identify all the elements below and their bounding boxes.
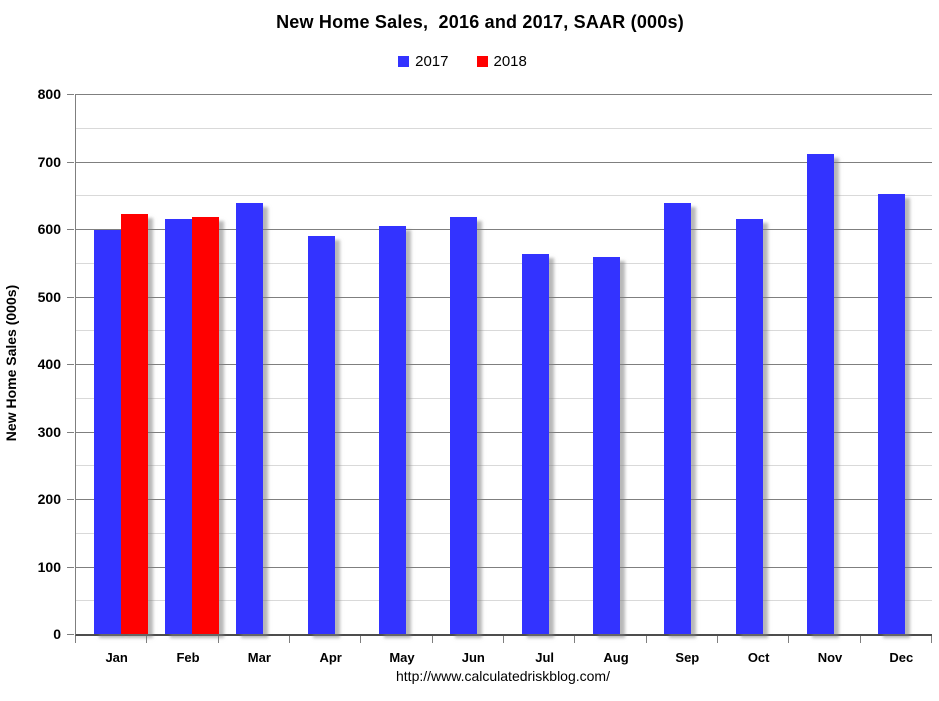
x-category-label-nov: Nov [817,650,843,665]
bar-2017-apr [307,235,335,634]
x-tick-mark-2 [217,636,219,643]
minor-gridline-650 [76,195,932,197]
major-gridline-700 [76,161,932,163]
x-category-label-jan: Jan [105,650,128,665]
x-tick-mark-1 [146,636,148,643]
y-tick-mark-600 [67,229,74,230]
minor-gridline-250 [76,465,932,467]
legend-label-2017: 2017 [415,53,449,70]
x-tick-mark-12 [931,636,932,643]
bar-2017-dec [878,193,906,634]
x-tick-mark-6 [503,636,504,643]
bar-2017-jun [450,216,478,634]
minor-gridline-50 [76,600,932,602]
y-tick-label-400: 400 [37,356,61,372]
x-category-label-aug: Aug [603,650,629,665]
major-gridline-400 [76,364,932,365]
y-tick-label-300: 300 [37,423,61,440]
major-gridline-500 [76,296,932,298]
x-category-label-oct: Oct [747,650,770,665]
bar-2017-aug [593,256,620,634]
x-tick-mark-5 [431,636,433,643]
y-tick-mark-400 [67,364,74,365]
minor-gridline-150 [76,532,932,534]
legend-swatch-2017 [398,56,410,67]
x-category-label-jun: Jun [461,650,485,665]
x-category-label-jul: Jul [535,650,555,665]
y-tick-label-600: 600 [37,221,61,237]
y-tick-mark-500 [67,296,74,298]
legend-item-2017: 2017 [398,53,449,70]
x-tick-mark-8 [645,636,647,643]
legend-swatch-2018 [476,56,488,67]
minor-gridline-550 [76,262,932,264]
major-gridline-100 [76,566,932,568]
bar-2017-feb [165,218,192,634]
bar-2017-may [379,225,406,634]
y-tick-mark-200 [67,499,74,500]
bar-2017-oct [735,218,763,634]
major-gridline-300 [76,431,932,433]
y-tick-mark-0 [67,634,74,635]
x-tick-mark-10 [788,636,790,643]
major-gridline-200 [76,499,932,500]
minor-gridline-350 [76,397,932,399]
x-tick-mark-4 [360,636,362,643]
legend-label-2018: 2018 [493,53,527,70]
legend-item-2018: 2018 [476,53,527,70]
y-tick-label-800: 800 [37,86,61,102]
major-gridline-800 [76,94,932,95]
y-tick-label-200: 200 [37,491,61,507]
x-category-label-sep: Sep [675,650,700,665]
x-category-label-feb: Feb [176,650,200,665]
x-category-label-apr: Apr [319,650,342,665]
x-tick-mark-11 [859,636,861,643]
major-gridline-600 [76,229,932,230]
x-tick-mark-3 [289,636,290,643]
x-tick-mark-7 [574,636,576,643]
x-category-label-mar: Mar [247,650,271,665]
bar-2017-sep [664,202,692,634]
minor-gridline-750 [76,127,932,129]
x-tick-mark-0 [75,636,76,643]
y-tick-mark-800 [67,94,74,95]
x-tick-mark-9 [717,636,718,643]
y-tick-mark-300 [67,431,74,433]
y-tick-mark-700 [67,161,74,163]
bar-2018-jan [120,214,148,634]
minor-gridline-450 [76,330,932,332]
y-tick-label-0: 0 [53,626,61,642]
bar-2017-nov [807,154,834,634]
y-tick-label-700: 700 [37,153,61,170]
bar-2017-jan [93,229,121,634]
bar-2018-feb [192,216,219,634]
plot-area [75,94,932,636]
bar-2017-mar [236,203,264,634]
x-category-label-may: May [389,650,415,665]
y-tick-mark-100 [67,566,74,568]
y-tick-label-100: 100 [37,558,61,575]
bar-2017-jul [521,253,549,634]
x-category-label-dec: Dec [889,650,914,665]
legend: 2017 2018 [0,53,925,70]
footer-url: http://www.calculatedriskblog.com/ [396,668,610,684]
chart-title: New Home Sales, 2016 and 2017, SAAR (000… [276,12,684,32]
y-tick-label-500: 500 [37,288,61,305]
